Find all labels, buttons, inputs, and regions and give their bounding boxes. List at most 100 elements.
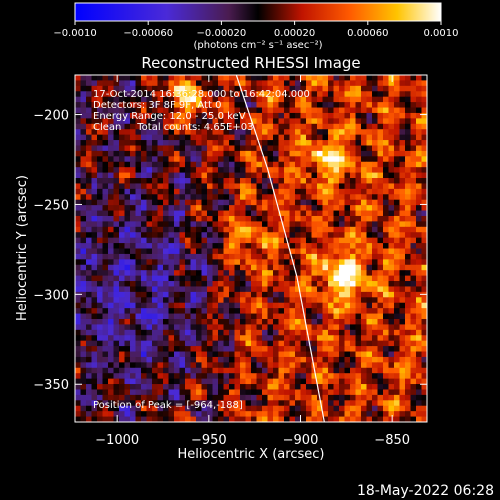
- heatmap-cell: [240, 237, 246, 244]
- heatmap-cell: [306, 178, 312, 184]
- heatmap-cell: [399, 367, 406, 374]
- heatmap-cell: [421, 167, 427, 173]
- heatmap-cell: [229, 308, 235, 314]
- heatmap-cell: [240, 373, 246, 380]
- heatmap-cell: [300, 318, 307, 325]
- heatmap-cell: [119, 129, 125, 136]
- heatmap-cell: [91, 286, 98, 293]
- heatmap-cell: [91, 129, 98, 136]
- heatmap-cell: [388, 221, 395, 228]
- heatmap-cell: [130, 400, 136, 407]
- heatmap-cell: [289, 416, 296, 422]
- heatmap-cell: [185, 329, 191, 336]
- heatmap-cell: [306, 384, 312, 390]
- heatmap-cell: [333, 362, 340, 369]
- heatmap-cell: [135, 308, 142, 314]
- heatmap-cell: [262, 405, 268, 412]
- heatmap-cell: [163, 140, 169, 146]
- heatmap-cell: [75, 188, 81, 195]
- heatmap-cell: [262, 75, 268, 81]
- heatmap-cell: [218, 156, 224, 163]
- heatmap-cell: [306, 318, 312, 325]
- heatmap-cell: [240, 210, 246, 217]
- heatmap-cell: [405, 80, 411, 87]
- heatmap-cell: [212, 346, 219, 352]
- heatmap-cell: [251, 161, 257, 168]
- heatmap-cell: [278, 335, 285, 342]
- heatmap-cell: [163, 264, 169, 271]
- heatmap-cell: [124, 134, 131, 141]
- heatmap-cell: [185, 259, 191, 266]
- heatmap-cell: [394, 389, 400, 396]
- heatmap-cell: [75, 232, 81, 239]
- heatmap-cell: [295, 188, 301, 195]
- heatmap-cell: [146, 150, 153, 157]
- heatmap-cell: [223, 324, 230, 331]
- heatmap-cell: [284, 318, 290, 325]
- heatmap-cell: [102, 145, 109, 152]
- heatmap-cell: [399, 232, 406, 239]
- heatmap-cell: [350, 373, 356, 380]
- heatmap-cell: [141, 373, 147, 380]
- heatmap-cell: [207, 199, 213, 206]
- heatmap-cell: [91, 411, 98, 417]
- heatmap-cell: [366, 378, 373, 385]
- heatmap-cell: [86, 150, 92, 157]
- heatmap-cell: [388, 378, 395, 385]
- heatmap-cell: [152, 281, 158, 287]
- heatmap-cell: [311, 226, 318, 233]
- heatmap-cell: [361, 96, 367, 103]
- heatmap-cell: [196, 102, 202, 108]
- heatmap-cell: [377, 275, 384, 282]
- heatmap-cell: [333, 270, 340, 277]
- heatmap-cell: [86, 378, 92, 385]
- heatmap-cell: [163, 291, 169, 298]
- heatmap-cell: [328, 318, 334, 325]
- heatmap-cell: [311, 215, 318, 222]
- heatmap-cell: [174, 416, 180, 422]
- heatmap-cell: [333, 394, 340, 401]
- heatmap-cell: [317, 156, 323, 163]
- heatmap-cell: [223, 340, 230, 347]
- heatmap-cell: [405, 243, 411, 249]
- heatmap-cell: [421, 389, 427, 396]
- heatmap-cell: [267, 275, 274, 282]
- heatmap-cell: [421, 351, 427, 358]
- heatmap-cell: [256, 199, 263, 206]
- heatmap-cell: [410, 215, 417, 222]
- heatmap-cell: [355, 264, 362, 271]
- heatmap-cell: [377, 221, 384, 228]
- heatmap-cell: [163, 194, 169, 201]
- heatmap-cell: [388, 156, 395, 163]
- heatmap-cell: [130, 80, 136, 87]
- heatmap-cell: [333, 85, 340, 92]
- heatmap-cell: [322, 318, 329, 325]
- heatmap-cell: [416, 389, 422, 396]
- heatmap-cell: [212, 194, 219, 201]
- heatmap-cell: [262, 210, 268, 217]
- heatmap-cell: [322, 264, 329, 271]
- heatmap-cell: [295, 91, 301, 98]
- heatmap-cell: [322, 161, 329, 168]
- heatmap-cell: [333, 373, 340, 380]
- heatmap-cell: [350, 172, 356, 179]
- heatmap-cell: [317, 389, 323, 396]
- heatmap-cell: [284, 351, 290, 358]
- heatmap-cell: [152, 405, 158, 412]
- heatmap-cell: [355, 373, 362, 380]
- heatmap-cell: [157, 232, 164, 239]
- heatmap-cell: [366, 75, 373, 81]
- heatmap-cell: [267, 356, 274, 363]
- heatmap-cell: [119, 172, 125, 179]
- heatmap-cell: [91, 156, 98, 163]
- heatmap-cell: [119, 178, 125, 184]
- heatmap-cell: [311, 112, 318, 119]
- heatmap-cell: [174, 264, 180, 271]
- heatmap-cell: [97, 96, 103, 103]
- y-tick-label: −200: [33, 109, 69, 124]
- heatmap-cell: [157, 237, 164, 244]
- heatmap-cell: [108, 226, 114, 233]
- heatmap-cell: [311, 243, 318, 249]
- heatmap-cell: [157, 194, 164, 201]
- heatmap-cell: [119, 281, 125, 287]
